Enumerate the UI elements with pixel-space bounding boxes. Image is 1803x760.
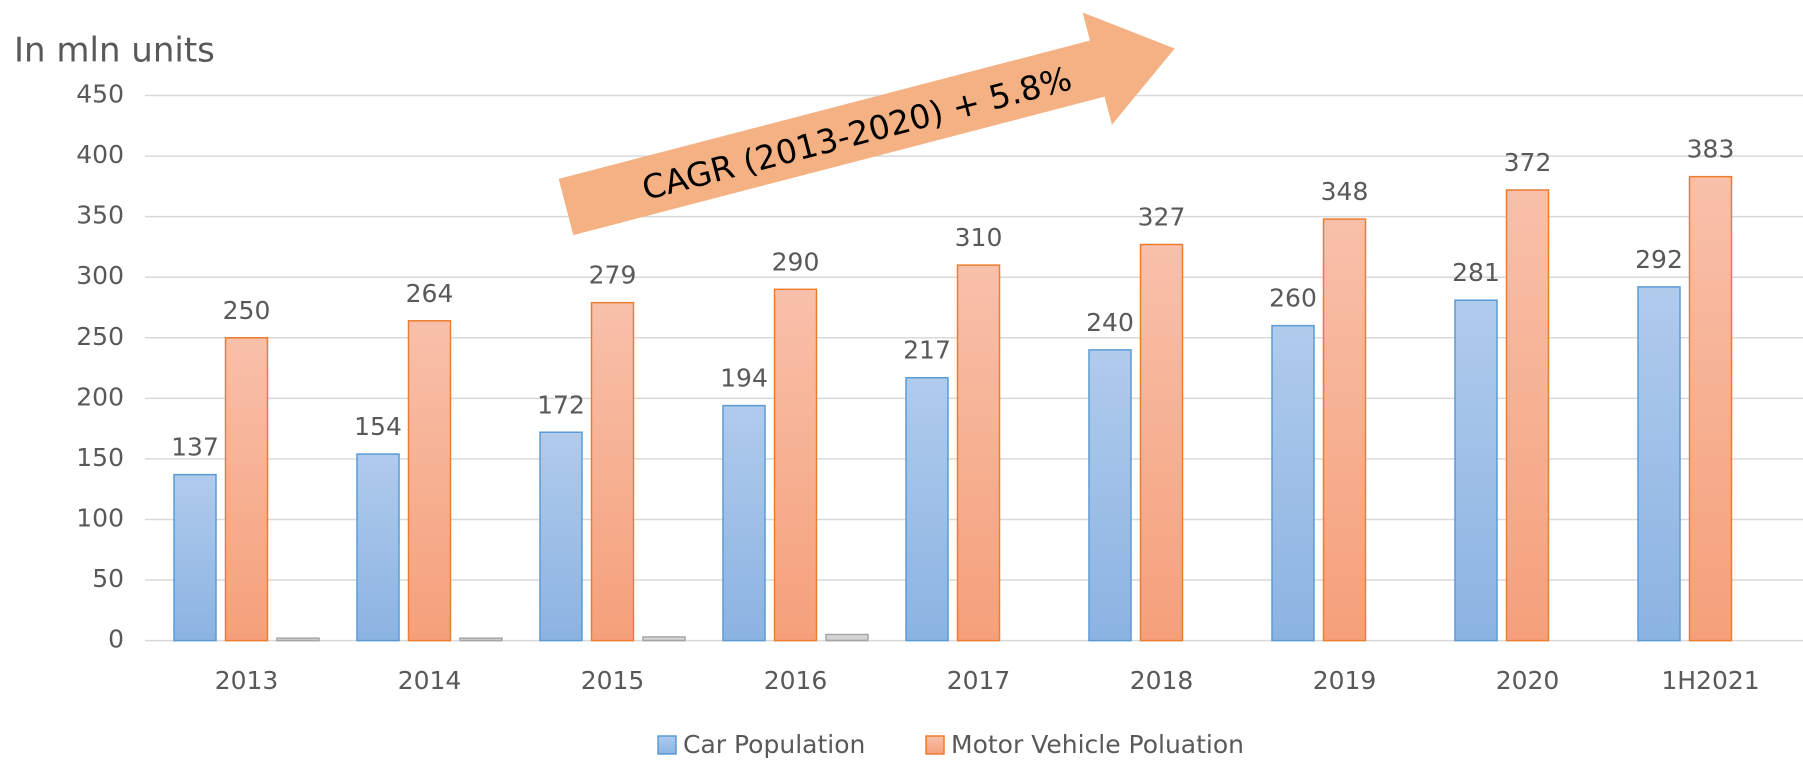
data-label: 372: [1504, 148, 1552, 177]
data-label: 281: [1452, 258, 1500, 287]
bar: [590, 301, 635, 642]
bar: [905, 376, 949, 642]
legend-swatch: [925, 735, 945, 755]
bar: [1688, 175, 1733, 642]
bar: [1505, 189, 1550, 642]
bar: [407, 320, 452, 642]
data-label: 260: [1269, 284, 1317, 313]
bar: [1454, 299, 1498, 642]
data-label: 240: [1086, 308, 1134, 337]
y-tick-label: 300: [76, 261, 124, 290]
data-label: 383: [1687, 135, 1735, 164]
y-tick-label: 250: [76, 322, 124, 351]
y-tick-label: 200: [76, 382, 124, 411]
bar: [722, 404, 766, 642]
legend-swatch: [657, 735, 677, 755]
data-label: 172: [537, 390, 585, 419]
x-tick-label: 2019: [1313, 666, 1377, 695]
legend-label: Motor Vehicle Poluation: [951, 730, 1244, 759]
data-label: 217: [903, 336, 951, 365]
data-label: 292: [1635, 245, 1683, 274]
data-label: 348: [1321, 177, 1369, 206]
x-tick-label: 2017: [947, 666, 1011, 695]
x-tick-label: 1H2021: [1661, 666, 1759, 695]
y-tick-label: 100: [76, 503, 124, 532]
bar: [1322, 218, 1367, 642]
bar: [1271, 324, 1315, 642]
arrow-shape: [558, 12, 1175, 236]
data-label: 290: [772, 247, 820, 276]
cagr-arrow: CAGR (2013-2020) + 5.8%: [558, 12, 1175, 236]
y-tick-label: 150: [76, 443, 124, 472]
x-tick-label: 2013: [215, 666, 279, 695]
bar: [459, 637, 503, 642]
bar: [539, 431, 583, 642]
bar: [356, 453, 400, 642]
y-tick-label: 450: [76, 80, 124, 109]
bar: [276, 637, 320, 642]
bar: [173, 473, 217, 642]
x-tick-label: 2020: [1496, 666, 1560, 695]
bar: [773, 288, 818, 642]
y-tick-label: 0: [108, 625, 124, 654]
y-tick-label: 400: [76, 140, 124, 169]
data-label: 310: [955, 223, 1003, 252]
x-tick-label: 2015: [581, 666, 645, 695]
data-label: 264: [406, 279, 454, 308]
bar: [642, 636, 686, 642]
bar: [956, 264, 1001, 642]
x-tick-label: 2014: [398, 666, 462, 695]
data-label: 279: [589, 261, 637, 290]
bar: [1637, 286, 1681, 642]
legend-label: Car Population: [683, 730, 865, 759]
data-label: 194: [720, 364, 768, 393]
data-label: 154: [354, 412, 402, 441]
y-tick-label: 50: [92, 564, 124, 593]
bar: [1139, 243, 1184, 642]
data-label: 250: [223, 296, 271, 325]
data-label: 327: [1138, 202, 1186, 231]
bar: [224, 337, 269, 642]
cagr-annotation: CAGR (2013-2020) + 5.8%: [638, 59, 1076, 208]
y-axis-title: In mln units: [14, 31, 215, 71]
x-tick-label: 2018: [1130, 666, 1194, 695]
bar: [825, 633, 869, 642]
y-tick-label: 350: [76, 201, 124, 230]
plot-area: 0 50 100 150 200 250 300 350 400 450 2013 137 250 201…: [76, 80, 1803, 695]
data-label: 137: [171, 433, 219, 462]
bar: [1088, 349, 1132, 642]
x-tick-label: 2016: [764, 666, 828, 695]
